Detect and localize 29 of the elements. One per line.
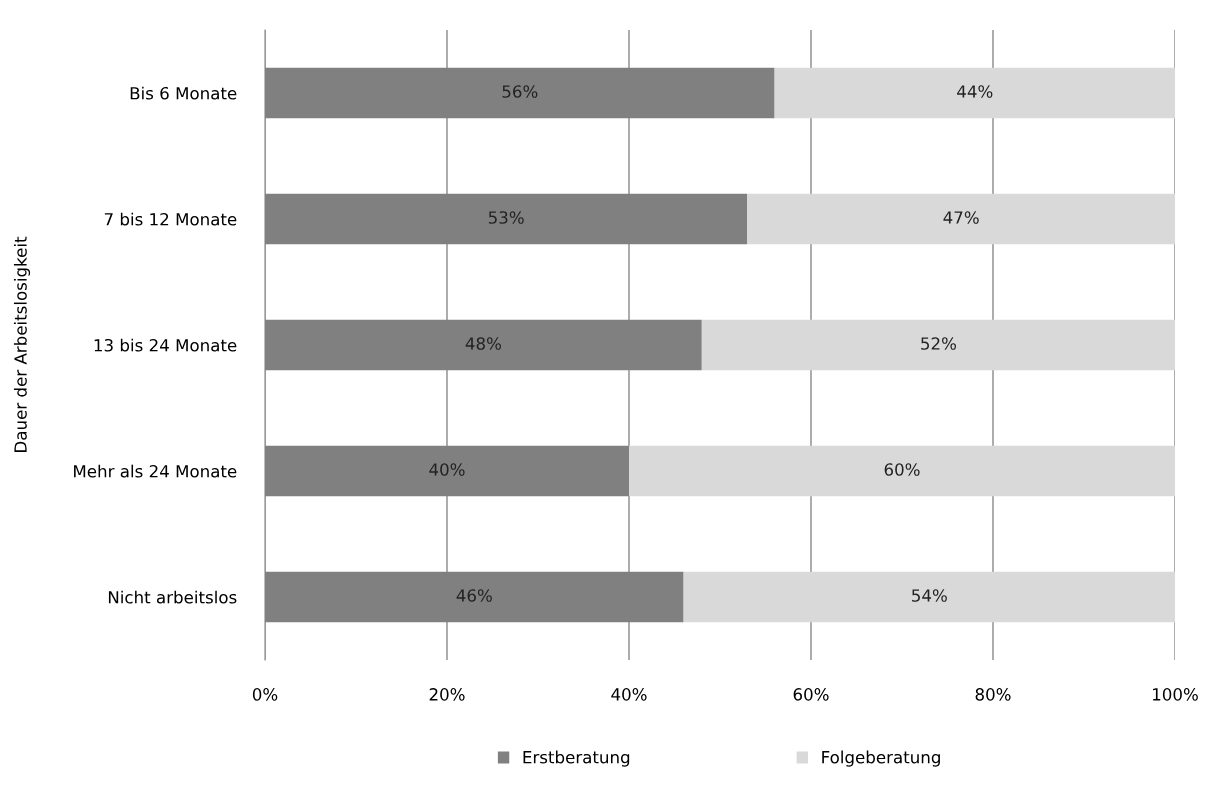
bar bbox=[629, 445, 1175, 497]
y-tick-label: Mehr als 24 Monate bbox=[74, 464, 237, 478]
data-label: 48% bbox=[465, 337, 501, 350]
data-label: 56% bbox=[502, 85, 538, 98]
x-tick-label: 100% bbox=[1153, 688, 1198, 701]
y-axis-title: Dauer der Arbeitslosigkeit bbox=[13, 236, 31, 452]
data-label: 52% bbox=[921, 337, 956, 350]
data-label: 60% bbox=[884, 463, 920, 476]
bar bbox=[747, 193, 1175, 245]
x-tick-label: 0% bbox=[252, 688, 278, 701]
x-tick-label: 60% bbox=[793, 688, 829, 701]
y-tick-label: Nicht arbeitslos bbox=[108, 590, 237, 604]
data-label: 53% bbox=[488, 211, 524, 224]
legend-label: Erstberatung bbox=[523, 750, 630, 767]
data-label: 47% bbox=[943, 211, 979, 224]
data-label: 44% bbox=[957, 85, 993, 98]
data-label: 40% bbox=[429, 463, 465, 476]
bar bbox=[683, 571, 1175, 623]
y-tick-label: 13 bis 24 Monate bbox=[94, 338, 237, 352]
y-tick-label: Bis 6 Monate bbox=[130, 86, 237, 100]
data-label: 46% bbox=[456, 589, 492, 602]
x-tick-label: 40% bbox=[611, 688, 647, 701]
x-tick-label: 80% bbox=[975, 688, 1011, 701]
bar bbox=[701, 319, 1175, 371]
y-tick-label: 7 bis 12 Monate bbox=[104, 212, 237, 226]
bar bbox=[774, 67, 1175, 119]
x-tick-label: 20% bbox=[429, 688, 465, 701]
data-label: 54% bbox=[912, 589, 947, 602]
legend-label: Folgeberatung bbox=[822, 750, 940, 767]
